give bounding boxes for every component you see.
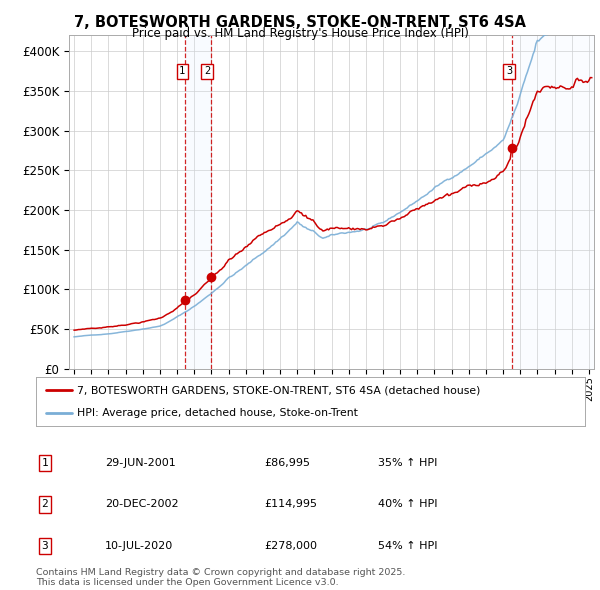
Bar — [185, 35, 211, 369]
Text: 35% ↑ HPI: 35% ↑ HPI — [378, 458, 437, 468]
Text: £86,995: £86,995 — [264, 458, 310, 468]
Text: 7, BOTESWORTH GARDENS, STOKE-ON-TRENT, ST6 4SA (detached house): 7, BOTESWORTH GARDENS, STOKE-ON-TRENT, S… — [77, 385, 481, 395]
Text: 29-JUN-2001: 29-JUN-2001 — [105, 458, 176, 468]
Text: 2: 2 — [41, 500, 49, 509]
Text: £278,000: £278,000 — [264, 541, 317, 550]
Text: 54% ↑ HPI: 54% ↑ HPI — [378, 541, 437, 550]
Text: This data is licensed under the Open Government Licence v3.0.: This data is licensed under the Open Gov… — [36, 578, 338, 587]
Text: HPI: Average price, detached house, Stoke-on-Trent: HPI: Average price, detached house, Stok… — [77, 408, 358, 418]
Text: 2: 2 — [204, 66, 210, 76]
Text: 1: 1 — [179, 66, 185, 76]
Text: £114,995: £114,995 — [264, 500, 317, 509]
Text: Contains HM Land Registry data © Crown copyright and database right 2025.: Contains HM Land Registry data © Crown c… — [36, 568, 406, 576]
Text: 10-JUL-2020: 10-JUL-2020 — [105, 541, 173, 550]
Text: 7, BOTESWORTH GARDENS, STOKE-ON-TRENT, ST6 4SA: 7, BOTESWORTH GARDENS, STOKE-ON-TRENT, S… — [74, 15, 526, 30]
Text: 3: 3 — [506, 66, 512, 76]
Text: 1: 1 — [41, 458, 49, 468]
Text: 3: 3 — [41, 541, 49, 550]
Text: 40% ↑ HPI: 40% ↑ HPI — [378, 500, 437, 509]
Text: 20-DEC-2002: 20-DEC-2002 — [105, 500, 179, 509]
Text: Price paid vs. HM Land Registry's House Price Index (HPI): Price paid vs. HM Land Registry's House … — [131, 27, 469, 40]
Bar — [512, 35, 594, 369]
